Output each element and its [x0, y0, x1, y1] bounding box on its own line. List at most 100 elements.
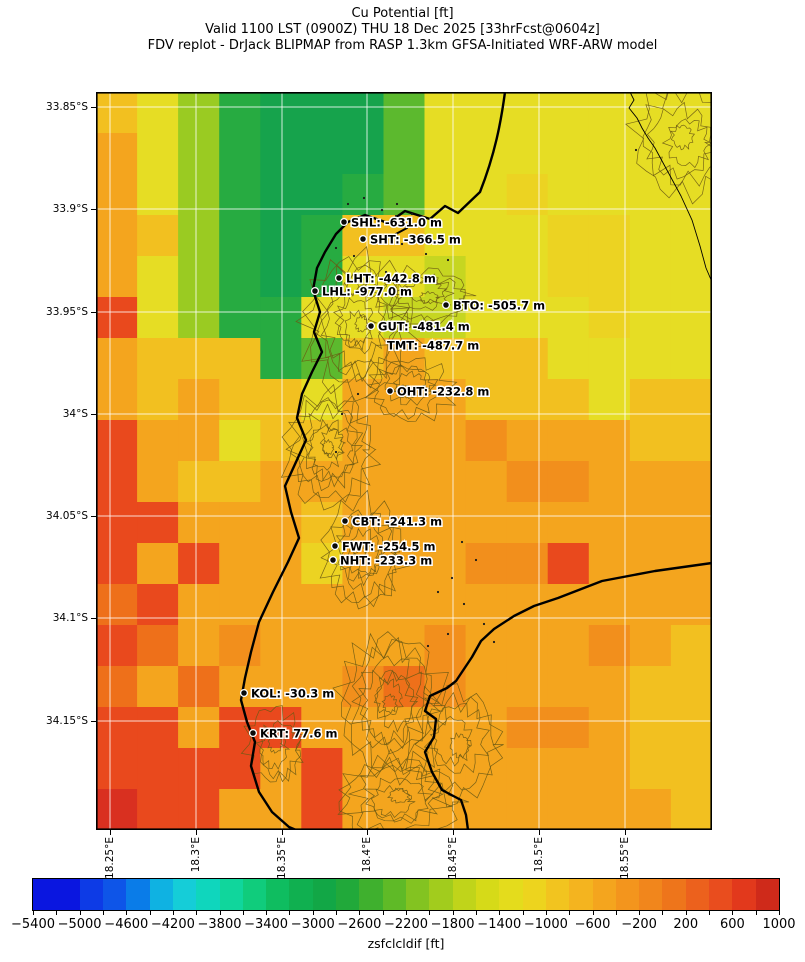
station-dot — [358, 234, 368, 244]
map-cell — [178, 584, 220, 626]
map-cell — [383, 789, 426, 830]
map-cell — [424, 461, 467, 503]
map-cell — [178, 748, 220, 790]
map-speck — [380, 208, 384, 212]
terrain-contour — [384, 363, 437, 406]
map-cell — [588, 625, 631, 667]
map-cell — [670, 420, 712, 462]
map-cell — [137, 420, 179, 462]
map-cell — [547, 666, 590, 708]
colorbar-cell — [429, 879, 453, 910]
station-dot — [310, 286, 320, 296]
colorbar-cell — [56, 879, 80, 910]
colorbar-cell — [732, 879, 756, 910]
colorbar-tick-mark — [172, 911, 174, 915]
colorbar-tick-label: −2600 — [337, 917, 382, 932]
map-cell — [670, 297, 712, 339]
map-speck — [436, 590, 440, 594]
station-dot — [385, 386, 395, 396]
coastline — [393, 215, 408, 236]
map-cell — [465, 584, 508, 626]
colorbar-cell — [522, 879, 546, 910]
map-cell — [629, 502, 672, 544]
map-cell — [137, 625, 179, 667]
map-cell — [137, 502, 179, 544]
y-axis-tick-mark — [91, 107, 96, 108]
map-cell — [178, 707, 220, 749]
map-cell — [178, 297, 220, 339]
map-cell — [424, 543, 467, 585]
colorbar-tick-mark — [545, 911, 547, 915]
colorbar-tick-mark — [406, 911, 407, 915]
colorbar-cell — [102, 879, 127, 910]
station-label: BTO: -505.7 m — [453, 299, 545, 313]
map-cell — [424, 420, 467, 462]
station-label: LHT: -442.8 m — [346, 272, 436, 286]
terrain-contour — [285, 397, 377, 503]
terrain-contour — [370, 785, 416, 819]
map-cell — [506, 789, 549, 830]
map-cell — [424, 92, 467, 134]
y-axis-tick-label: 34.05°S — [46, 510, 88, 522]
map-cell — [588, 420, 631, 462]
colorbar-tick-mark — [475, 911, 477, 915]
colorbar-label: zsfclcldif [ft] — [367, 936, 445, 951]
map-cell — [506, 666, 549, 708]
map-cell — [588, 707, 631, 749]
terrain-contour — [352, 540, 381, 575]
map-speck — [412, 562, 416, 566]
map-cell — [137, 748, 179, 790]
terrain-contour — [351, 636, 441, 755]
map-cell — [219, 748, 261, 790]
map-cell — [260, 625, 302, 667]
colorbar-cell — [359, 879, 383, 910]
station-label: FWT: -254.5 m — [342, 540, 436, 554]
map-cell — [219, 502, 261, 544]
map-cell — [383, 502, 426, 544]
map-cell — [96, 789, 138, 830]
map-speck — [410, 212, 414, 216]
map-cell — [301, 502, 343, 544]
colorbar-tick-label: −4600 — [104, 917, 149, 932]
station-label: SHL: -631.0 m — [351, 216, 442, 230]
x-axis-tick-text: 18.55°E — [619, 837, 631, 879]
map-speck — [334, 450, 338, 454]
map-cell — [629, 256, 672, 298]
map-cell — [629, 461, 672, 503]
colorbar-tick-mark — [685, 911, 687, 915]
map-cell — [588, 584, 631, 626]
map-speck — [362, 196, 366, 200]
y-axis-tick-mark — [91, 414, 96, 415]
colorbar-cell — [336, 879, 360, 910]
map-cell — [670, 625, 712, 667]
x-axis-tick-mark — [282, 830, 283, 835]
plot-subtitle-model: FDV replot - DrJack BLIPMAP from RASP 1.… — [147, 38, 658, 53]
map-cell — [547, 707, 590, 749]
x-axis-tick-text: 18.5°E — [533, 837, 545, 873]
map-cell — [547, 461, 590, 503]
map-cell — [465, 461, 508, 503]
map-cell — [506, 625, 549, 667]
map-cell — [670, 502, 712, 544]
x-axis-tick-label: 18.55°E — [619, 837, 631, 883]
map-cell — [506, 215, 549, 257]
map-speck — [450, 576, 454, 580]
map-cell — [506, 338, 549, 380]
map-cell — [588, 133, 631, 175]
map-cell — [670, 789, 712, 830]
map-cell — [629, 748, 672, 790]
map-cell — [547, 584, 590, 626]
map-cell — [506, 748, 549, 790]
map-cell — [506, 584, 549, 626]
colorbar-tick-label: −1000 — [523, 917, 568, 932]
map-cell — [506, 297, 549, 339]
map-cell — [301, 707, 343, 749]
colorbar-tick-label: −5000 — [57, 917, 102, 932]
map-cell — [465, 338, 508, 380]
map-cell — [178, 461, 220, 503]
terrain-contour — [351, 655, 430, 749]
map-cell — [424, 215, 467, 257]
map-speck — [446, 632, 450, 636]
map-cell — [260, 748, 302, 790]
map-cell — [301, 748, 343, 790]
